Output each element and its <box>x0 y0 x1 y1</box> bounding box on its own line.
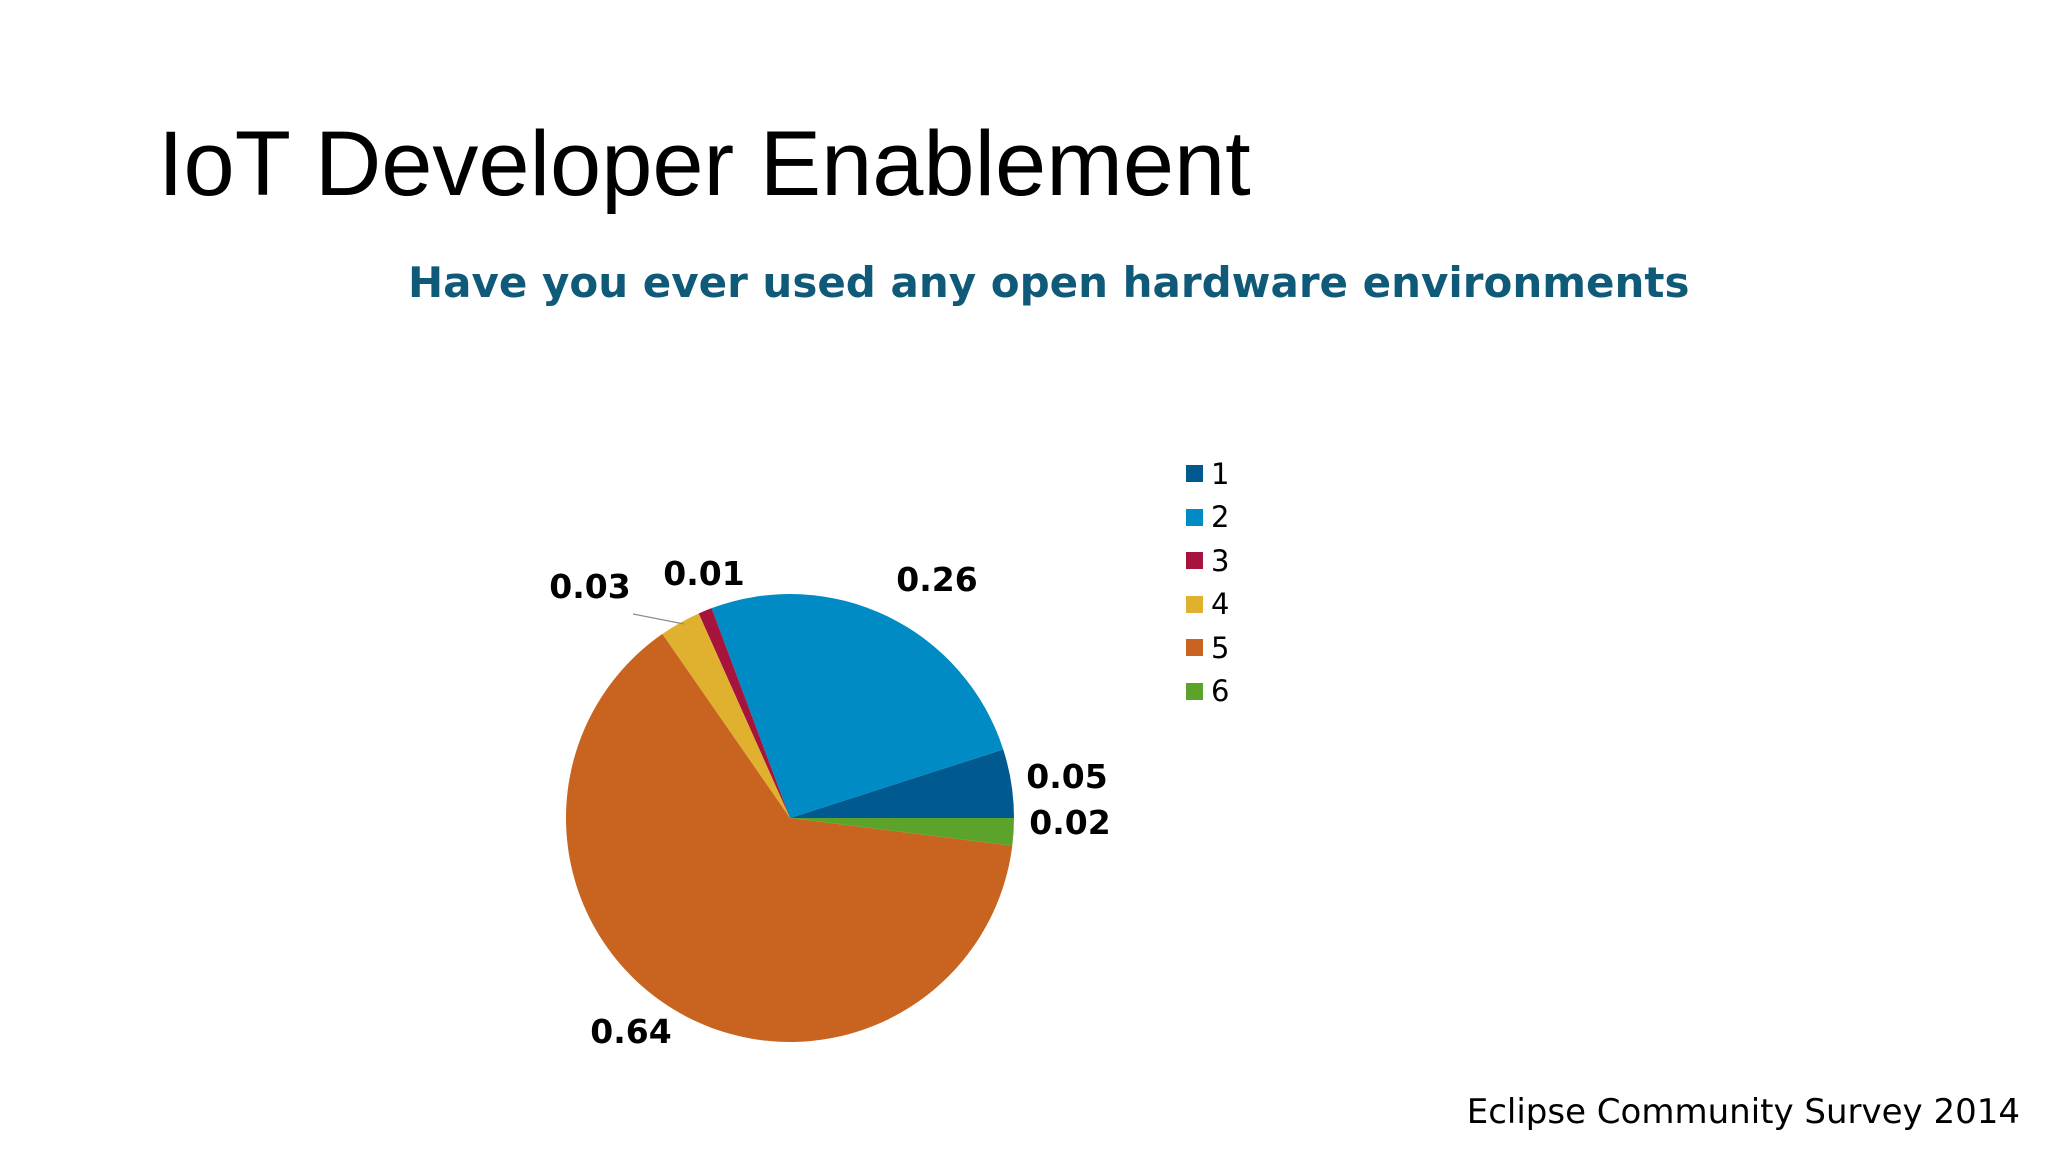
legend-item-6: 6 <box>1186 670 1229 714</box>
legend-swatch-4 <box>1186 595 1203 613</box>
legend-item-5: 5 <box>1186 626 1229 670</box>
legend-swatch-3 <box>1186 552 1203 570</box>
data-label-3: 0.01 <box>663 554 744 593</box>
data-label-1: 0.05 <box>1026 757 1107 796</box>
legend-label-2: 2 <box>1211 500 1230 535</box>
footer-source: Eclipse Community Survey 2014 <box>1466 1092 2020 1132</box>
legend-item-3: 3 <box>1186 539 1229 583</box>
pie-slice-2 <box>711 594 1004 818</box>
legend-swatch-1 <box>1186 465 1203 483</box>
legend-label-1: 1 <box>1211 456 1230 491</box>
pie-slice-1 <box>790 749 1015 818</box>
pie-slice-6 <box>790 818 1015 846</box>
pie-slice-5 <box>566 633 1013 1043</box>
pie-data-labels: 0.05 0.26 0.01 0.03 0.64 0.02 <box>549 554 1110 1051</box>
legend-item-4: 4 <box>1186 583 1229 627</box>
slide-title: IoT Developer Enablement <box>158 113 1251 215</box>
legend-swatch-5 <box>1186 639 1203 657</box>
leader-line-slice-4 <box>632 613 685 625</box>
chart-title-container: Have you ever used any open hardware env… <box>408 258 1708 318</box>
legend-label-6: 6 <box>1211 674 1230 709</box>
data-label-4: 0.03 <box>549 567 630 606</box>
pie-slices <box>566 594 1015 1043</box>
data-label-5: 0.64 <box>590 1012 671 1051</box>
chart-title: Have you ever used any open hardware env… <box>408 258 1690 307</box>
legend-label-4: 4 <box>1211 587 1230 622</box>
legend-label-3: 3 <box>1211 543 1230 578</box>
data-label-6: 0.02 <box>1029 803 1110 842</box>
legend-swatch-2 <box>1186 508 1203 526</box>
legend-item-2: 2 <box>1186 496 1229 540</box>
legend-label-5: 5 <box>1211 630 1230 665</box>
pie-slice-3 <box>698 608 790 818</box>
pie-slice-4 <box>662 613 790 818</box>
legend-swatch-6 <box>1186 682 1203 700</box>
data-label-2: 0.26 <box>896 560 977 599</box>
legend-item-1: 1 <box>1186 452 1229 496</box>
chart-legend: 1 2 3 4 5 6 <box>1186 452 1229 713</box>
